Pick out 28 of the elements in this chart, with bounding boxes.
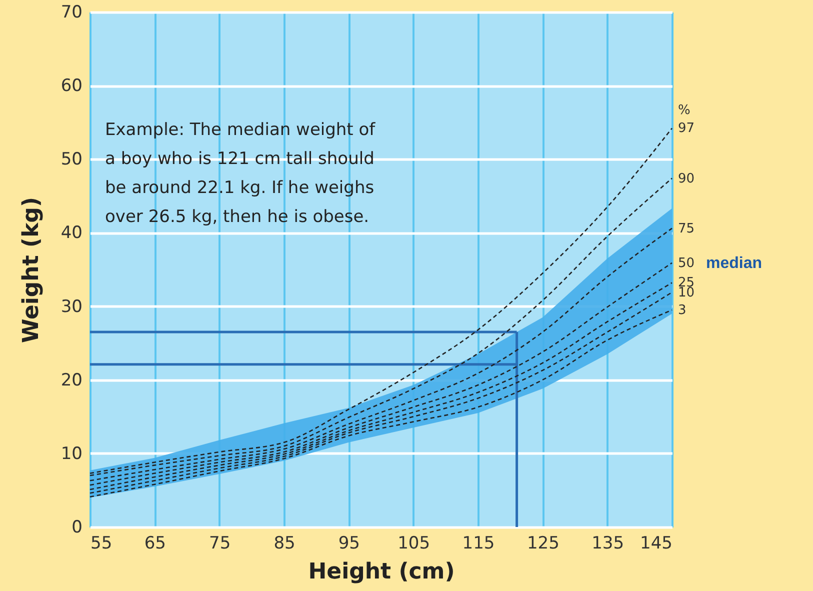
y-tick-label: 0 <box>72 518 82 538</box>
series-label: 75 <box>678 221 695 236</box>
x-tick-label: 75 <box>209 534 231 554</box>
x-tick-label: 65 <box>144 534 166 554</box>
annotation: Example: The median weight of a boy who is 121 cm tall should be around 22.1 kg. If he weighs over 26.5 kg, then he is obese. <box>105 120 376 227</box>
x-tick-label: 115 <box>462 534 495 554</box>
x-tick-label: 85 <box>274 534 296 554</box>
x-axis-title: Height (cm) <box>308 560 455 584</box>
y-tick-label: 70 <box>60 2 82 22</box>
x-tick-label: 55 <box>90 534 112 554</box>
y-axis-title: Weight (kg) <box>18 196 44 344</box>
x-tick-label: 145 <box>640 534 672 554</box>
x-tick-label: 105 <box>398 534 430 554</box>
y-tick-label: 60 <box>60 76 82 96</box>
y-tick-label: 30 <box>60 296 82 317</box>
y-tick-label: 10 <box>60 444 82 464</box>
y-tick-label: 50 <box>60 150 82 170</box>
legend-title: % <box>678 103 690 118</box>
x-tick-label: 95 <box>338 534 360 554</box>
x-tick-label: 125 <box>526 534 560 554</box>
series-label: 3 <box>678 302 686 318</box>
y-tick-label: 40 <box>60 223 82 244</box>
series-label: 90 <box>678 171 695 186</box>
series-label: 97 <box>678 121 695 136</box>
y-tick-label: 20 <box>60 370 82 390</box>
annotation: median <box>706 254 762 272</box>
series-label: 50 <box>678 256 695 271</box>
x-tick-label: 135 <box>592 534 624 554</box>
